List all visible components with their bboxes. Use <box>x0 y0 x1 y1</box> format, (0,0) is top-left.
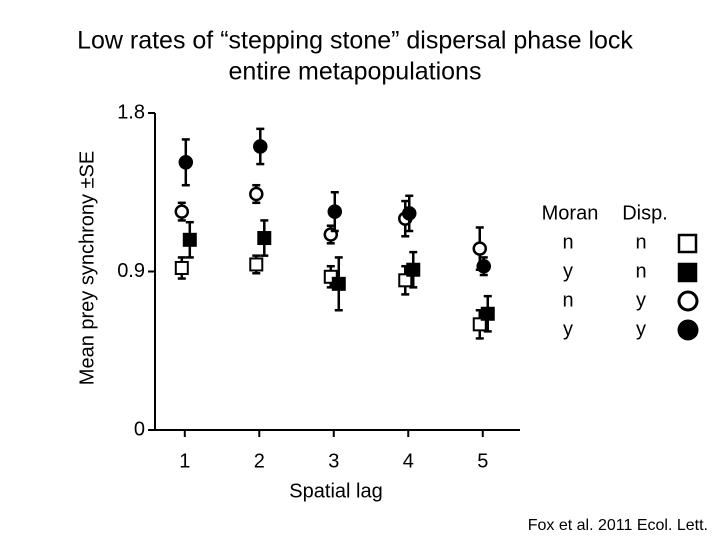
point <box>406 262 421 277</box>
x-tick-label: 1 <box>179 450 190 472</box>
point <box>480 306 495 321</box>
x-tick-label: 3 <box>328 450 339 472</box>
legend-label: n <box>562 231 573 253</box>
chart-title: entire metapopulations <box>229 58 482 86</box>
legend-marker <box>677 290 699 312</box>
point <box>476 258 492 274</box>
x-axis-label: Spatial lag <box>289 480 382 502</box>
point <box>178 155 194 170</box>
point <box>402 206 417 221</box>
x-tick-label: 2 <box>254 450 265 472</box>
point <box>472 241 488 256</box>
legend-label: n <box>635 260 646 282</box>
y-tick-label: 1.8 <box>117 101 145 123</box>
x-tick-label: 5 <box>477 450 488 472</box>
legend-header: Disp. <box>622 202 668 224</box>
legend-label: n <box>562 289 573 311</box>
y-tick-label: 0.9 <box>117 260 145 282</box>
point <box>249 257 264 272</box>
chart-title: Low rates of “stepping stone” dispersal … <box>77 27 633 55</box>
legend-marker <box>677 262 698 283</box>
point <box>327 204 343 219</box>
point <box>174 260 189 275</box>
point <box>182 232 197 247</box>
point <box>253 139 268 154</box>
point <box>249 186 264 202</box>
legend-label: y <box>563 260 573 282</box>
legend-label: y <box>636 318 646 340</box>
source-note: Fox et al. 2011 Ecol. Lett. <box>528 517 708 534</box>
point <box>472 317 487 332</box>
point <box>331 276 346 291</box>
legend-header: Moran <box>542 202 599 224</box>
y-axis-label: Mean prey synchrony ±SE <box>76 151 98 385</box>
point <box>398 273 413 288</box>
legend-label: y <box>636 289 646 311</box>
legend-label: n <box>635 231 646 253</box>
y-tick-label: 0 <box>134 418 145 440</box>
legend-marker <box>677 233 698 254</box>
x-tick-label: 4 <box>403 450 414 472</box>
legend-label: y <box>563 318 573 340</box>
legend-marker <box>677 319 699 341</box>
point <box>257 231 272 246</box>
point <box>174 204 190 219</box>
